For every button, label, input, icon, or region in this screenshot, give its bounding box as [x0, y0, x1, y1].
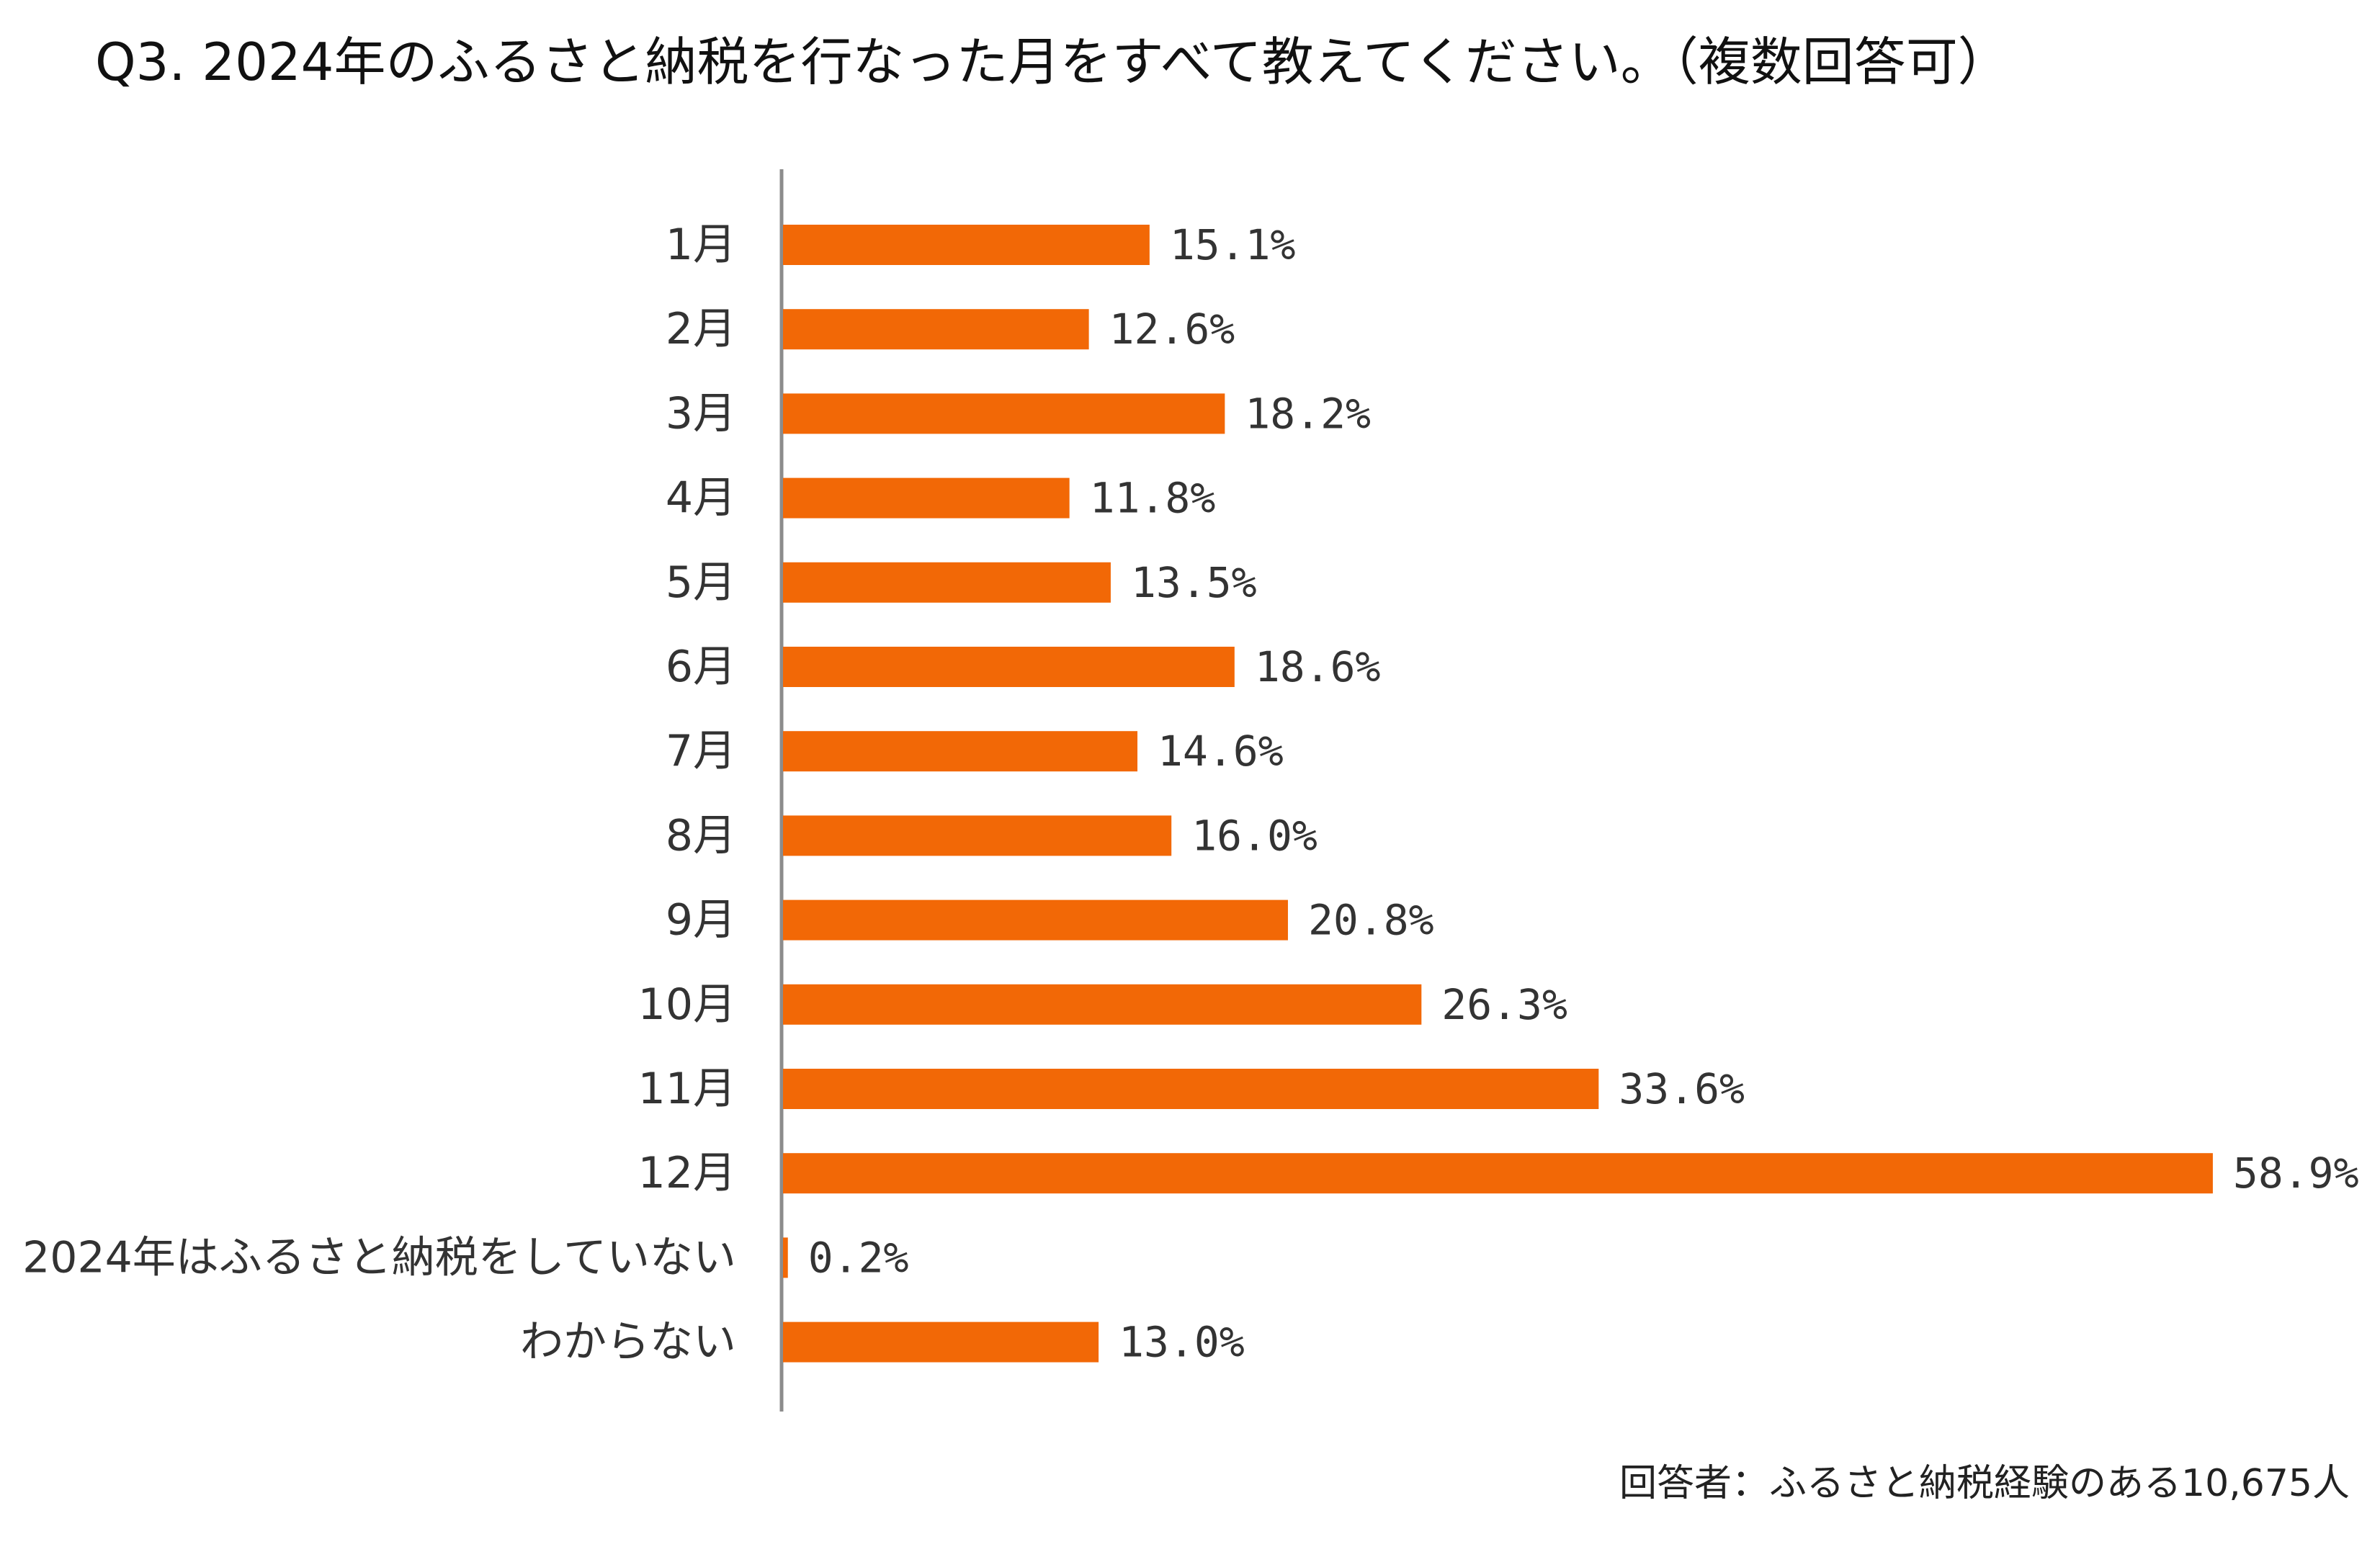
- category-label: 9月: [666, 895, 736, 946]
- value-label: 20.8%: [1308, 896, 1434, 945]
- value-label: 33.6%: [1619, 1064, 1745, 1113]
- category-label: 7月: [666, 726, 736, 776]
- value-label: 12.6%: [1109, 305, 1235, 354]
- value-label: 18.2%: [1245, 389, 1371, 438]
- value-label: 0.2%: [808, 1233, 909, 1282]
- value-label: 13.5%: [1131, 558, 1257, 607]
- bar-7: [783, 731, 1138, 772]
- bar-14: [783, 1322, 1099, 1363]
- category-label: 8月: [666, 810, 736, 861]
- bar-11: [783, 1069, 1599, 1109]
- bar-3: [783, 393, 1225, 434]
- bar-8: [783, 815, 1172, 856]
- bar-5: [783, 562, 1111, 603]
- bar-10: [783, 984, 1422, 1025]
- value-label: 26.3%: [1441, 980, 1567, 1029]
- bar-12: [783, 1153, 2213, 1194]
- value-label: 18.6%: [1255, 642, 1381, 691]
- category-label: 3月: [666, 388, 736, 439]
- value-label: 14.6%: [1158, 727, 1284, 776]
- bar-6: [783, 647, 1235, 687]
- category-label: 11月: [638, 1064, 736, 1114]
- value-label: 11.8%: [1090, 474, 1216, 523]
- bar-2: [783, 309, 1089, 350]
- category-label: 2024年はふるさと納税をしていない: [22, 1232, 736, 1283]
- bar-13: [783, 1237, 788, 1278]
- value-label: 16.0%: [1191, 811, 1318, 860]
- value-labels-group: 15.1% 12.6%18.2% 11.8% 13.5% 18.6% 14.6% 16.0%…: [808, 220, 2359, 1367]
- bars-group: [783, 225, 2213, 1363]
- category-label: 12月: [638, 1148, 736, 1198]
- respondent-footnote: 回答者：ふるさと納税経験のある10,675人: [1619, 1462, 2350, 1505]
- bar-1: [783, 225, 1150, 265]
- category-label: 1月: [666, 220, 736, 270]
- value-label: 13.0%: [1119, 1318, 1245, 1367]
- category-label: 10月: [638, 979, 736, 1030]
- page-title: Q3. 2024年のふるさと納税を行なった月をすべて教えてください。（複数回答可…: [95, 32, 2010, 92]
- bar-4: [783, 477, 1070, 519]
- bar-9: [783, 899, 1288, 941]
- category-labels-group: 1月 2月 3月 4月 5月 6月 7月 8月 9月 10月 11月 12月 2024年はふるさと納税を…: [22, 220, 736, 1368]
- category-label: 6月: [666, 642, 736, 692]
- category-label: 4月: [666, 473, 736, 524]
- value-label: 15.1%: [1170, 220, 1296, 269]
- category-label: 2月: [666, 304, 736, 354]
- value-label: 58.9%: [2233, 1149, 2359, 1198]
- category-label: わからない: [520, 1317, 736, 1368]
- category-label: 5月: [666, 557, 736, 608]
